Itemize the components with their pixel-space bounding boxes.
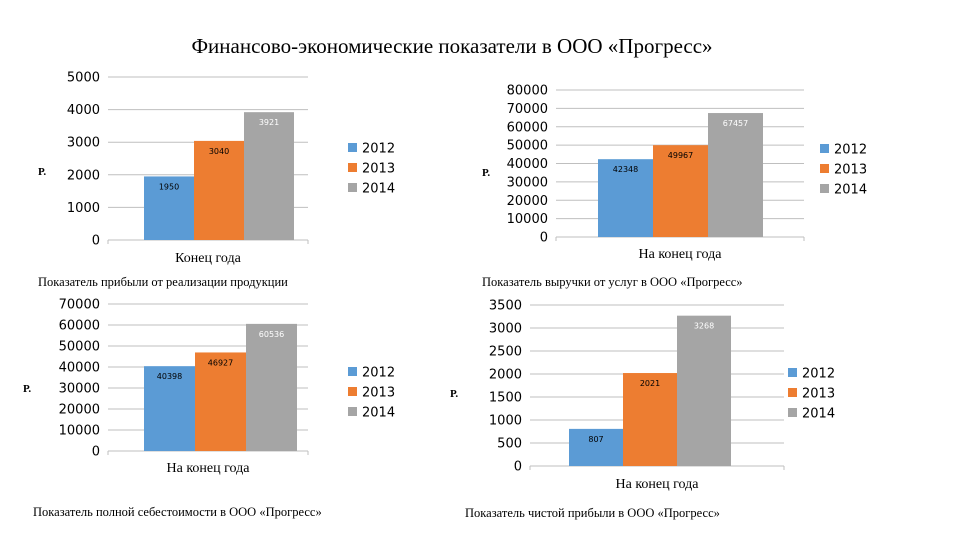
y-tick-label: 70000 (59, 298, 100, 313)
legend-label-2013: 2013 (834, 163, 867, 178)
y-tick-label: 60000 (507, 120, 548, 135)
data-label-2014: 60536 (259, 330, 284, 339)
legend-swatch-2014 (820, 184, 829, 193)
legend-label-2012: 2012 (362, 142, 395, 157)
legend-swatch-2014 (348, 183, 357, 192)
legend-swatch-2013 (788, 388, 797, 397)
chart-caption: Показатель чистой прибыли в ООО «Прогрес… (465, 506, 720, 520)
data-label-2013: 2021 (640, 379, 660, 388)
y-tick-label: 80000 (507, 84, 548, 99)
category-label: На конец года (639, 247, 723, 262)
y-tick-label: 10000 (59, 424, 100, 439)
category-label: На конец года (167, 461, 251, 476)
y-axis-label: Р. (482, 167, 490, 179)
legend-swatch-2013 (820, 164, 829, 173)
data-label-2012: 1950 (159, 182, 179, 191)
bar-2013 (194, 140, 244, 240)
y-tick-label: 50000 (59, 340, 100, 355)
y-tick-label: 1000 (489, 414, 522, 429)
chart-caption: Показатель выручки от услуг в ООО «Прогр… (482, 275, 743, 289)
legend-swatch-2014 (348, 407, 357, 416)
data-label-2012: 40398 (157, 372, 182, 381)
bar-2014 (708, 113, 763, 237)
legend-label-2014: 2014 (362, 406, 395, 421)
data-label-2012: 807 (588, 435, 603, 444)
category-label: На конец года (616, 477, 700, 492)
bar-2013 (653, 145, 708, 237)
bar-2012 (144, 176, 194, 240)
chart-4: 0 500 1000 1500 2000 2500 3000 3500 807 2021 3268 Р… (450, 299, 835, 521)
y-tick-label: 40000 (59, 361, 100, 376)
y-axis-label: Р. (450, 388, 458, 400)
data-label-2013: 3040 (209, 147, 229, 156)
legend-swatch-2012 (348, 143, 357, 152)
chart-3: 0 10000 20000 30000 40000 50000 60000 70000 4039… (23, 298, 395, 520)
bar-2012 (144, 366, 195, 451)
legend-label-2014: 2014 (362, 182, 395, 197)
chart-caption: Показатель полной себестоимости в ООО «П… (33, 505, 322, 519)
y-tick-label: 0 (540, 231, 548, 246)
legend-label-2012: 2012 (362, 366, 395, 381)
y-tick-label: 20000 (59, 403, 100, 418)
legend-swatch-2012 (788, 368, 797, 377)
y-tick-label: 40000 (507, 157, 548, 172)
y-tick-label: 70000 (507, 102, 548, 117)
data-label-2013: 46927 (208, 358, 233, 367)
legend-label-2013: 2013 (362, 162, 395, 177)
data-label-2012: 42348 (613, 165, 638, 174)
bar-2013 (195, 352, 246, 451)
y-tick-label: 30000 (507, 175, 548, 190)
y-tick-label: 3000 (67, 136, 100, 151)
chart-2: 0 10000 20000 30000 40000 50000 60000 70000 8000… (482, 84, 867, 290)
legend-label-2013: 2013 (362, 386, 395, 401)
y-tick-label: 2000 (67, 168, 100, 183)
category-label: Конец года (175, 251, 241, 266)
bar-2014 (246, 323, 297, 451)
legend-swatch-2013 (348, 387, 357, 396)
legend-swatch-2013 (348, 163, 357, 172)
y-tick-label: 2500 (489, 345, 522, 360)
y-tick-label: 30000 (59, 382, 100, 397)
y-tick-label: 3000 (489, 322, 522, 337)
y-tick-label: 500 (497, 437, 522, 452)
y-tick-label: 10000 (507, 212, 548, 227)
y-tick-label: 0 (514, 460, 522, 475)
legend-label-2014: 2014 (834, 183, 867, 198)
legend-swatch-2012 (348, 367, 357, 376)
legend-swatch-2014 (788, 408, 797, 417)
y-tick-label: 5000 (67, 71, 100, 86)
chart-caption: Показатель прибыли от реализации продукц… (38, 275, 288, 289)
legend-label-2013: 2013 (802, 387, 835, 402)
legend-label-2012: 2012 (802, 367, 835, 382)
data-label-2014: 3268 (694, 322, 714, 331)
bar-2014 (244, 112, 294, 240)
y-tick-label: 50000 (507, 139, 548, 154)
y-tick-label: 60000 (59, 319, 100, 334)
bar-2013 (623, 373, 677, 466)
y-axis-label: Р. (38, 166, 46, 178)
bar-2014 (677, 315, 731, 466)
y-tick-label: 2000 (489, 368, 522, 383)
y-tick-label: 4000 (67, 103, 100, 118)
y-tick-label: 0 (92, 445, 100, 460)
chart-1: 0 1000 2000 3000 4000 5000 1950 3040 3921 Р. Конец… (38, 71, 395, 290)
legend-label-2014: 2014 (802, 407, 835, 422)
y-tick-label: 1000 (67, 201, 100, 216)
y-axis-label: Р. (23, 383, 31, 395)
legend-swatch-2012 (820, 144, 829, 153)
data-label-2013: 49967 (668, 151, 693, 160)
y-tick-label: 20000 (507, 194, 548, 209)
y-tick-label: 1500 (489, 391, 522, 406)
data-label-2014: 3921 (259, 118, 279, 127)
bar-2012 (598, 159, 653, 237)
bar-2012 (569, 428, 623, 466)
y-tick-label: 3500 (489, 299, 522, 314)
legend-label-2012: 2012 (834, 143, 867, 158)
y-tick-label: 0 (92, 234, 100, 249)
page-title: Финансово-экономические показатели в ООО… (191, 34, 713, 58)
data-label-2014: 67457 (723, 119, 748, 128)
